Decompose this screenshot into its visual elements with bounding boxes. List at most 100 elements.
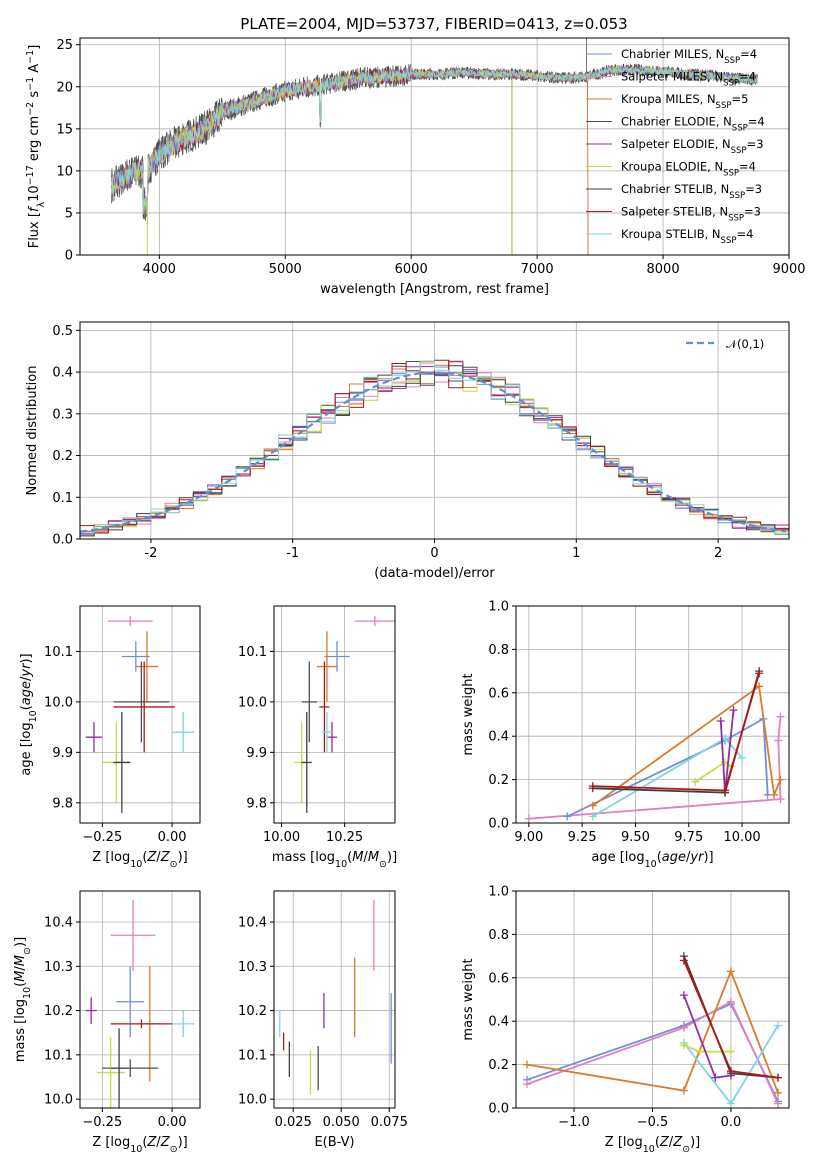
x-tick-label: 0.075 [371,1115,408,1130]
x-tick-label: 0 [430,546,438,561]
histogram-series [80,365,789,537]
x-tick-label: 7000 [521,262,554,277]
weight-marker [726,1067,735,1076]
weight-marker [679,1023,688,1032]
gridlines [274,891,395,1108]
x-tick-label: −0.25 [82,1115,122,1130]
weight-marker [776,795,785,804]
y-tick-label: 10.3 [44,960,73,975]
chart-title: PLATE=2004, MJD=53737, FIBERID=0413, z=0… [240,15,627,33]
x-tick-label: −1.0 [558,1115,590,1130]
legend: 𝒩(0,1) [686,337,764,351]
axes-frame [515,605,790,824]
chart-mass_vs_EBV: 0.025 0.050 0.075 10.0 10.1 10.2 10.3 10.4 E(B-V… [238,890,408,1150]
y-tick-label: 10.2 [44,1004,73,1019]
x-tick-label: 4000 [143,262,176,277]
weight-series [528,716,782,820]
y-tick-label: 10.1 [44,1048,73,1063]
weight-marker [774,736,783,745]
y-tick-label: 10.0 [238,1093,267,1108]
weight-marker [679,1041,688,1050]
plot-area [85,616,195,813]
weight-marker [774,1099,783,1108]
axes-frame [273,890,396,1109]
chart-age_vs_Z: −0.25 0.00 9.8 9.9 10.0 10.1 Z [log10(Z/Z⊙)] ag… [19,605,201,870]
y-tick-label: 0.8 [488,928,509,943]
y-tick-label: 0 [65,249,73,264]
histogram-series [80,361,789,535]
gridlines [274,606,395,823]
y-tick-label: 15 [56,122,73,137]
weight-series [592,737,743,818]
y-axis-label: Normed distribution [25,366,40,496]
weight-series [566,717,769,818]
weight-marker [755,682,764,691]
weight-marker [695,1047,704,1056]
x-tick-label: −0.5 [637,1115,669,1130]
weight-marker [563,812,572,821]
y-tick-label: 0.0 [488,817,509,832]
weight-marker [726,967,735,976]
gridlines [80,606,200,823]
chart-age_vs_mass: 10.00 10.25 9.8 9.9 10.0 10.1 mass [log10(M/M⊙… [238,605,397,870]
weight-marker [588,801,597,810]
weight-marker [755,669,764,678]
y-tick-label: 0.1 [52,491,73,506]
y-tick-label: 0.6 [488,686,509,701]
x-tick-label: 9.25 [568,830,597,845]
y-tick-label: 10.4 [238,916,267,931]
axes-frame [79,890,201,1109]
legend-entry: Kroupa ELODIE, NSSP=4 [621,160,756,179]
y-tick-label: 9.9 [52,746,73,761]
weight-marker [774,1021,783,1030]
legend: Chabrier MILES, NSSP=4 Salpeter MILES, NS… [586,47,765,246]
y-axis-label: mass weight [461,673,476,755]
legend-entry: Chabrier ELODIE, NSSP=4 [621,115,765,134]
y-tick-label: 10.0 [238,695,267,710]
plot-area [111,38,758,255]
y-axis-label: mass weight [461,958,476,1040]
x-axis-label: Z [log10(Z/Z⊙)] [605,1135,700,1155]
y-tick-label: 0.4 [52,366,73,381]
axes-frame [79,37,790,256]
weight-marker [524,814,533,823]
x-tick-label: 0.0 [721,1115,742,1130]
y-tick-label: 0.8 [488,643,509,658]
x-axis-label: mass [log10(M/M⊙)] [272,850,397,870]
y-tick-label: 0.6 [488,971,509,986]
weight-marker [522,1060,531,1069]
legend-entry: Salpeter MILES, NSSP=4 [621,70,756,89]
legend-entry: Kroupa MILES, NSSP=5 [621,92,748,111]
x-tick-label: 9.00 [514,830,543,845]
weight-marker [770,790,779,799]
weight-marker [776,712,785,721]
x-axis-label: Z [log10(Z/Z⊙)] [92,850,187,870]
chart-weight_vs_Z: −1.0 −0.5 0.0 0.0 0.2 0.4 0.6 0.8 1.0 Z [log10(Z/… [461,885,790,1155]
plot-area [85,899,195,1108]
plot-area [522,952,783,1108]
y-tick-label: 9.8 [246,796,267,811]
x-tick-label: 5000 [269,262,302,277]
weight-marker [679,991,688,1000]
y-tick-label: 10.1 [238,645,267,660]
y-tick-label: 1.0 [488,600,509,615]
x-axis-label: E(B-V) [314,1135,354,1150]
weight-series [592,673,760,792]
y-tick-label: 0.0 [488,1102,509,1117]
y-tick-label: 20 [56,80,73,95]
gridlines [80,322,789,540]
legend-entry: Kroupa STELIB, NSSP=4 [621,227,753,246]
x-tick-label: 0.025 [275,1115,312,1130]
plot-area [80,359,789,537]
axes-frame [515,890,790,1109]
spectrum-series [111,65,758,215]
x-axis-label: Z [log10(Z/Z⊙)] [92,1135,187,1155]
weight-marker [711,1073,720,1082]
y-tick-label: 0.4 [488,1015,509,1030]
y-tick-label: 10.1 [238,1048,267,1063]
gridlines [80,891,200,1108]
weight-marker [679,956,688,965]
x-tick-label: -1 [286,546,299,561]
normal-curve [80,371,787,533]
y-tick-label: 0.5 [52,324,73,339]
